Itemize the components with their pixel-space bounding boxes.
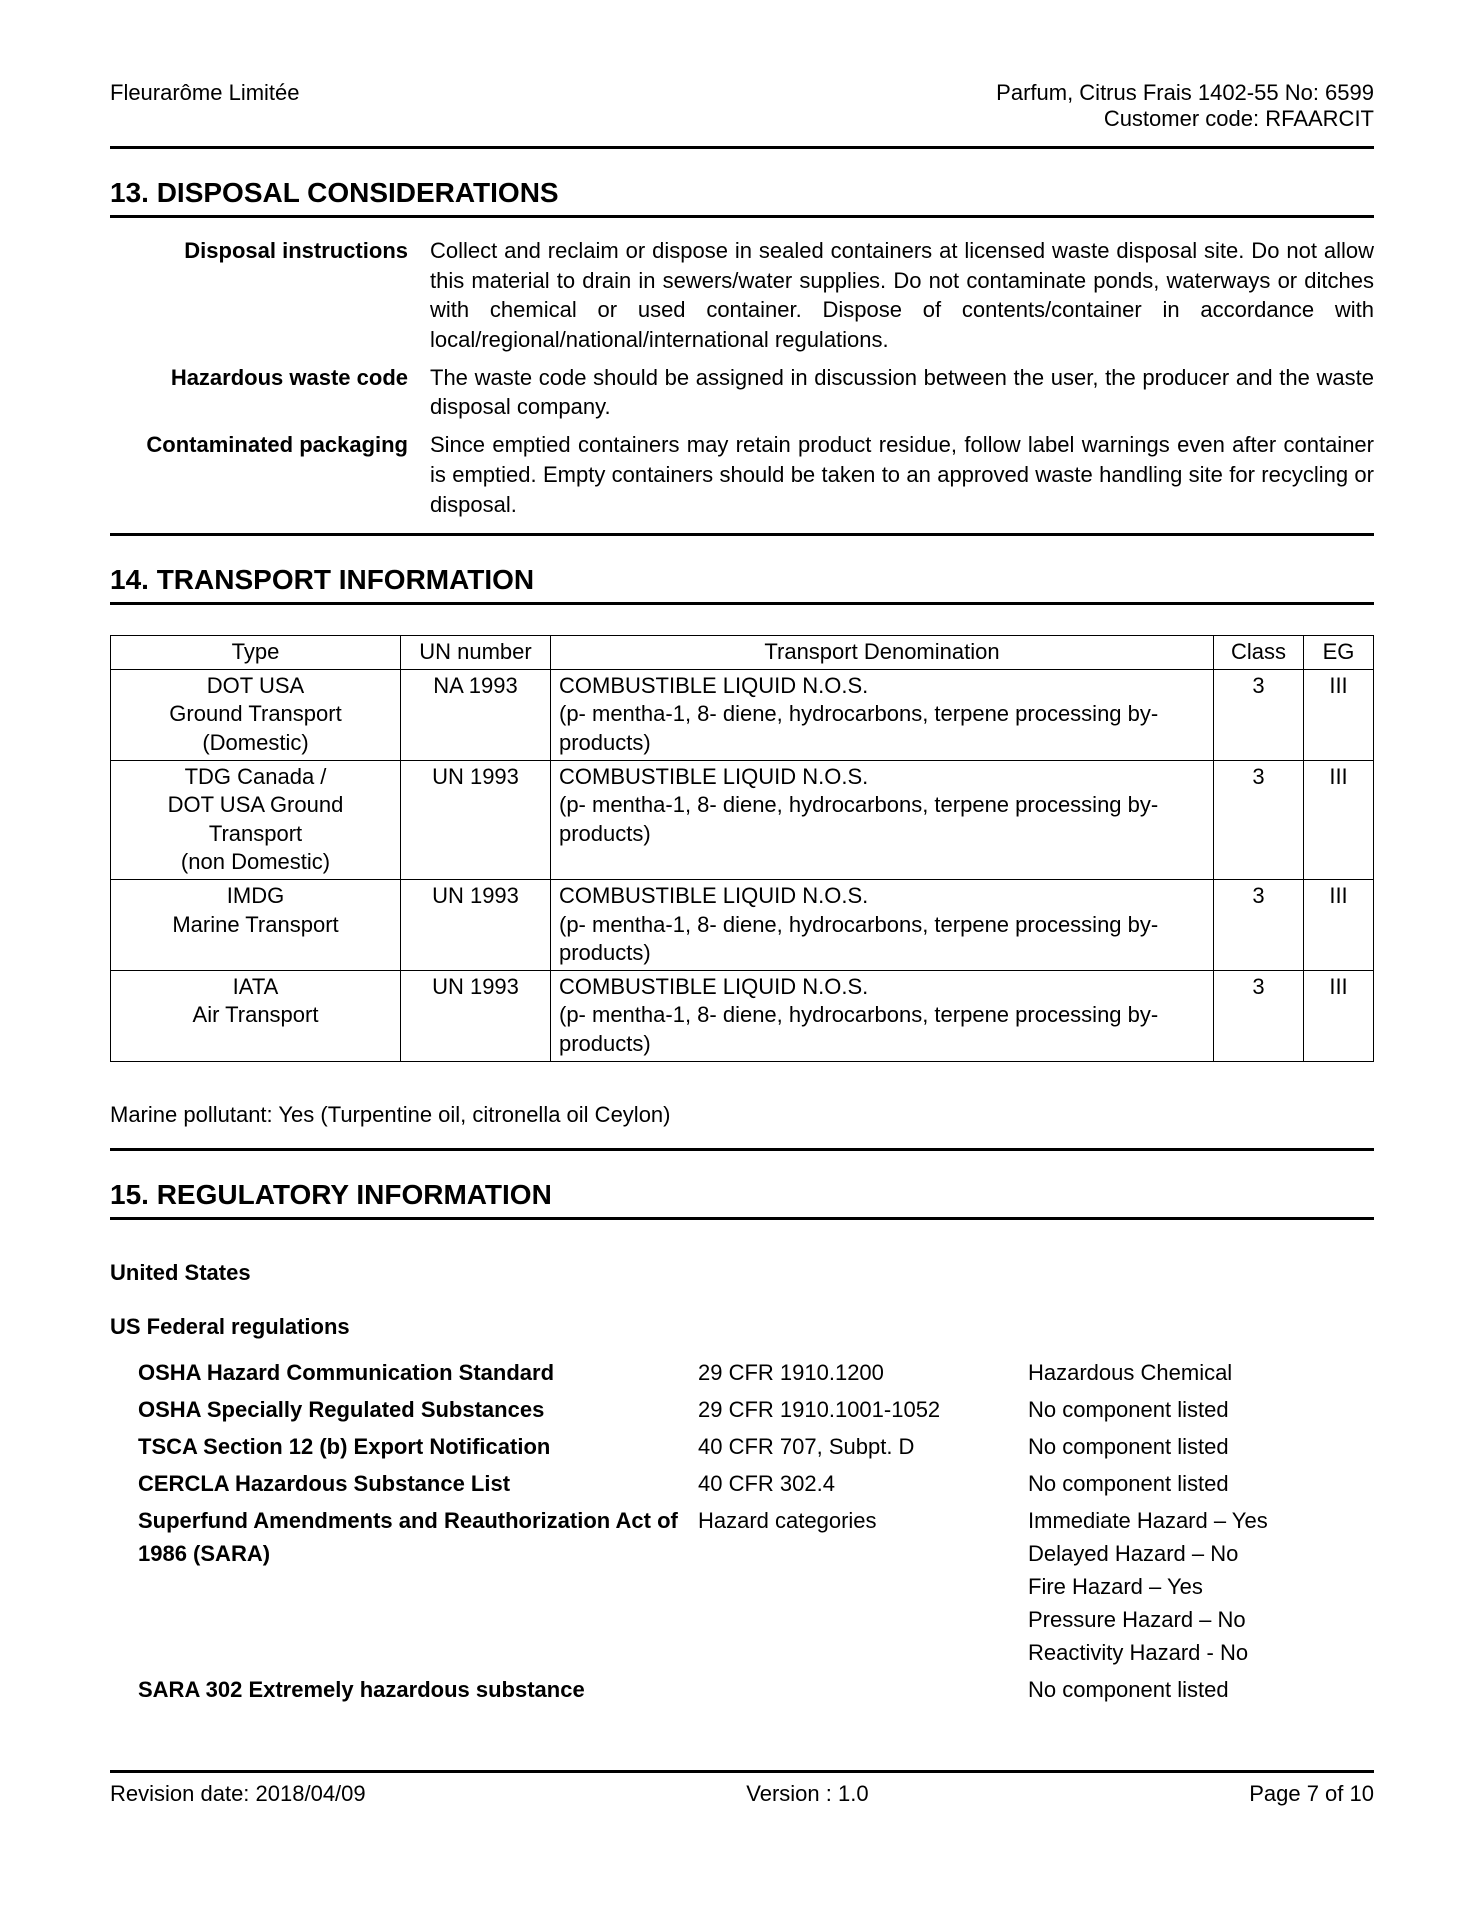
section-14-title: 14. TRANSPORT INFORMATION bbox=[110, 564, 1374, 596]
transport-cell: UN 1993 bbox=[401, 879, 551, 970]
transport-row: IMDG Marine TransportUN 1993COMBUSTIBLE … bbox=[111, 879, 1374, 970]
transport-cell: NA 1993 bbox=[401, 669, 551, 760]
transport-header-row: TypeUN numberTransport DenominationClass… bbox=[111, 636, 1374, 670]
regulation-row: OSHA Specially Regulated Substances29 CF… bbox=[110, 1393, 1374, 1426]
section-15-top-rule bbox=[110, 1148, 1374, 1151]
transport-cell: UN 1993 bbox=[401, 970, 551, 1061]
regulation-row: Superfund Amendments and Reauthorization… bbox=[110, 1504, 1374, 1669]
header-product-line2: Customer code: RFAARCIT bbox=[996, 106, 1374, 132]
page-header: Fleurarôme Limitée Parfum, Citrus Frais … bbox=[110, 80, 1374, 142]
regulation-row: CERCLA Hazardous Substance List40 CFR 30… bbox=[110, 1467, 1374, 1500]
regulation-citation bbox=[698, 1673, 1028, 1706]
transport-cell: DOT USA Ground Transport (Domestic) bbox=[111, 669, 401, 760]
transport-row: DOT USA Ground Transport (Domestic)NA 19… bbox=[111, 669, 1374, 760]
transport-cell: III bbox=[1304, 760, 1374, 879]
regulation-status: No component listed bbox=[1028, 1393, 1374, 1426]
section-14-top-rule bbox=[110, 533, 1374, 536]
regulation-status: No component listed bbox=[1028, 1430, 1374, 1463]
regulation-name: OSHA Specially Regulated Substances bbox=[138, 1393, 698, 1426]
regulation-citation: 29 CFR 1910.1001-1052 bbox=[698, 1393, 1028, 1426]
regulation-status: No component listed bbox=[1028, 1673, 1374, 1706]
regulation-row: SARA 302 Extremely hazardous substance No… bbox=[110, 1673, 1374, 1706]
footer-page: Page 7 of 10 bbox=[1249, 1781, 1374, 1807]
transport-cell: IMDG Marine Transport bbox=[111, 879, 401, 970]
regulation-name: Superfund Amendments and Reauthorization… bbox=[138, 1504, 698, 1669]
disposal-label: Disposal instructions bbox=[110, 236, 430, 266]
disposal-row: Hazardous waste codeThe waste code shoul… bbox=[110, 363, 1374, 422]
header-product-info: Parfum, Citrus Frais 1402-55 No: 6599 Cu… bbox=[996, 80, 1374, 132]
header-rule bbox=[110, 146, 1374, 149]
section-14-rule bbox=[110, 602, 1374, 605]
regulation-name: CERCLA Hazardous Substance List bbox=[138, 1467, 698, 1500]
transport-cell: TDG Canada / DOT USA Ground Transport (n… bbox=[111, 760, 401, 879]
header-company: Fleurarôme Limitée bbox=[110, 80, 300, 106]
transport-col-header: Transport Denomination bbox=[551, 636, 1214, 670]
transport-cell: 3 bbox=[1214, 879, 1304, 970]
section-15-title: 15. REGULATORY INFORMATION bbox=[110, 1179, 1374, 1211]
section-15-rule bbox=[110, 1217, 1374, 1220]
disposal-value: The waste code should be assigned in dis… bbox=[430, 363, 1374, 422]
section-13-rule bbox=[110, 215, 1374, 218]
subregion-heading: US Federal regulations bbox=[110, 1314, 1374, 1340]
regulation-name: TSCA Section 12 (b) Export Notification bbox=[138, 1430, 698, 1463]
transport-cell: III bbox=[1304, 970, 1374, 1061]
transport-row: IATA Air TransportUN 1993COMBUSTIBLE LIQ… bbox=[111, 970, 1374, 1061]
disposal-label: Hazardous waste code bbox=[110, 363, 430, 393]
page-footer: Revision date: 2018/04/09 Version : 1.0 … bbox=[110, 1770, 1374, 1807]
disposal-value: Since emptied containers may retain prod… bbox=[430, 430, 1374, 519]
transport-col-header: Type bbox=[111, 636, 401, 670]
disposal-value: Collect and reclaim or dispose in sealed… bbox=[430, 236, 1374, 355]
transport-cell: COMBUSTIBLE LIQUID N.O.S. (p- mentha-1, … bbox=[551, 669, 1214, 760]
regulation-citation: Hazard categories bbox=[698, 1504, 1028, 1669]
regulation-status: No component listed bbox=[1028, 1467, 1374, 1500]
transport-body: DOT USA Ground Transport (Domestic)NA 19… bbox=[111, 669, 1374, 1061]
disposal-items: Disposal instructionsCollect and reclaim… bbox=[110, 236, 1374, 519]
transport-table: TypeUN numberTransport DenominationClass… bbox=[110, 635, 1374, 1061]
transport-cell: UN 1993 bbox=[401, 760, 551, 879]
regulation-citation: 40 CFR 707, Subpt. D bbox=[698, 1430, 1028, 1463]
section-13-title: 13. DISPOSAL CONSIDERATIONS bbox=[110, 177, 1374, 209]
regulation-row: TSCA Section 12 (b) Export Notification4… bbox=[110, 1430, 1374, 1463]
footer-version: Version : 1.0 bbox=[746, 1781, 868, 1807]
transport-cell: 3 bbox=[1214, 669, 1304, 760]
disposal-row: Disposal instructionsCollect and reclaim… bbox=[110, 236, 1374, 355]
footer-revision: Revision date: 2018/04/09 bbox=[110, 1781, 366, 1807]
transport-col-header: EG bbox=[1304, 636, 1374, 670]
transport-cell: COMBUSTIBLE LIQUID N.O.S. (p- mentha-1, … bbox=[551, 970, 1214, 1061]
header-product-line1: Parfum, Citrus Frais 1402-55 No: 6599 bbox=[996, 80, 1374, 106]
region-heading: United States bbox=[110, 1260, 1374, 1286]
transport-col-header: UN number bbox=[401, 636, 551, 670]
regulation-name: OSHA Hazard Communication Standard bbox=[138, 1356, 698, 1389]
disposal-row: Contaminated packagingSince emptied cont… bbox=[110, 430, 1374, 519]
transport-col-header: Class bbox=[1214, 636, 1304, 670]
regulations-list: OSHA Hazard Communication Standard29 CFR… bbox=[110, 1356, 1374, 1706]
regulation-status: Hazardous Chemical bbox=[1028, 1356, 1374, 1389]
regulation-row: OSHA Hazard Communication Standard29 CFR… bbox=[110, 1356, 1374, 1389]
disposal-label: Contaminated packaging bbox=[110, 430, 430, 460]
regulation-name: SARA 302 Extremely hazardous substance bbox=[138, 1673, 698, 1706]
transport-cell: 3 bbox=[1214, 970, 1304, 1061]
transport-cell: COMBUSTIBLE LIQUID N.O.S. (p- mentha-1, … bbox=[551, 760, 1214, 879]
transport-cell: COMBUSTIBLE LIQUID N.O.S. (p- mentha-1, … bbox=[551, 879, 1214, 970]
transport-cell: III bbox=[1304, 669, 1374, 760]
marine-pollutant-note: Marine pollutant: Yes (Turpentine oil, c… bbox=[110, 1102, 1374, 1128]
page: Fleurarôme Limitée Parfum, Citrus Frais … bbox=[0, 0, 1484, 1920]
transport-cell: IATA Air Transport bbox=[111, 970, 401, 1061]
regulation-citation: 29 CFR 1910.1200 bbox=[698, 1356, 1028, 1389]
transport-cell: III bbox=[1304, 879, 1374, 970]
transport-row: TDG Canada / DOT USA Ground Transport (n… bbox=[111, 760, 1374, 879]
transport-cell: 3 bbox=[1214, 760, 1304, 879]
regulation-citation: 40 CFR 302.4 bbox=[698, 1467, 1028, 1500]
regulation-status: Immediate Hazard – Yes Delayed Hazard – … bbox=[1028, 1504, 1374, 1669]
